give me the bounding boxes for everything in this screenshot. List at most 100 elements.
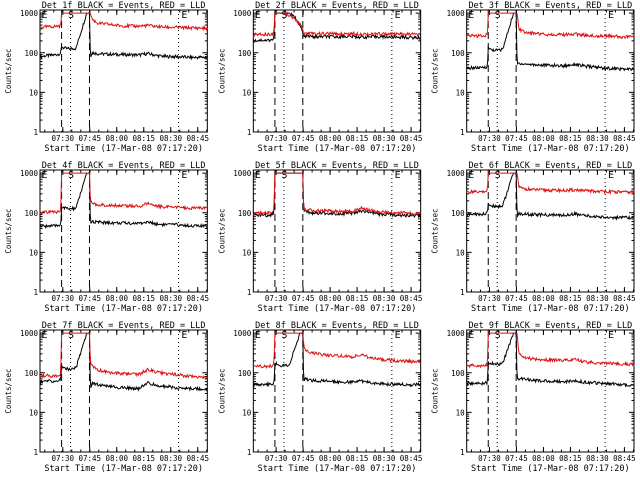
panel-det-3: Det 3f BLACK = Events, RED = LLD 1 10 100 10… [431,1,636,154]
panel-title: Det 9f BLACK = Events, RED = LLD [468,321,632,331]
panel-title: Det 3f BLACK = Events, RED = LLD [468,1,632,11]
y-axis-label: Counts/sec [4,208,13,253]
marker-label-s: S [68,10,74,21]
marker-label-s: S [495,10,501,21]
x-tick-label: 08:00 [319,454,342,463]
plot-frame [39,329,208,453]
y-tick-label: 100 [238,49,252,58]
y-tick-label: 10 [29,248,39,257]
x-tick-label: 08:15 [346,454,369,463]
y-tick-label: 100 [24,209,38,218]
marker-label-s: S [495,330,501,341]
y-axis-label: Counts/sec [4,48,13,93]
x-tick-label: 07:45 [505,294,528,303]
x-axis-label: Start Time (17-Mar-08 07:17:20) [258,464,417,474]
x-tick-label: 08:15 [346,294,369,303]
x-tick-label: 07:45 [292,294,315,303]
plot-frame [252,169,422,293]
y-tick-label: 1000 [447,9,466,18]
panel-det-1: Det 1f BLACK = Events, RED = LLD 1 10 100 10… [4,1,209,154]
marker-label-s: S [281,330,287,341]
x-tick-label: 08:30 [159,134,182,143]
marker-label-e: E [255,170,261,181]
y-tick-label: 10 [242,408,252,417]
x-tick-label: 08:15 [559,294,582,303]
x-tick-label: 08:30 [586,134,609,143]
marker-label-e: E [468,10,474,21]
x-tick-label: 07:45 [292,134,315,143]
panel-det-2: Det 2f BLACK = Events, RED = LLD 1 10 100 10… [217,1,422,154]
x-tick-label: 07:30 [478,294,501,303]
marker-label-e: E [255,330,261,341]
marker-label-e: E [42,330,48,341]
x-tick-label: 07:45 [78,454,101,463]
y-tick-label: 10 [242,88,252,97]
x-tick-label: 08:30 [373,134,396,143]
x-axis-label: Start Time (17-Mar-08 07:17:20) [44,144,203,154]
marker-label-e: E [42,170,48,181]
x-tick-label: 08:15 [132,294,155,303]
x-tick-label: 08:00 [105,134,128,143]
marker-label-e: E [181,330,187,341]
series-line-events [466,12,635,72]
series-line-events [252,332,422,389]
marker-label-e: E [181,170,187,181]
plot-frame [466,169,635,293]
y-tick-label: 100 [238,369,252,378]
y-axis-label: Counts/sec [431,48,440,93]
panel-det-5: Det 5f BLACK = Events, RED = LLD 1 10 100 10… [217,161,422,314]
y-axis-label: Counts/sec [217,48,226,93]
y-tick-label: 100 [24,369,38,378]
x-tick-label: 07:30 [265,294,288,303]
x-axis-label: Start Time (17-Mar-08 07:17:20) [258,304,417,314]
y-tick-label: 1 [33,128,38,137]
y-tick-label: 100 [451,369,465,378]
x-tick-label: 08:45 [400,134,423,143]
x-tick-label: 08:00 [105,294,128,303]
series-line-lld [39,172,208,215]
x-axis-label: Start Time (17-Mar-08 07:17:20) [44,304,203,314]
y-tick-label: 10 [242,248,252,257]
x-tick-label: 07:45 [292,454,315,463]
x-tick-label: 07:30 [52,454,75,463]
x-tick-label: 07:45 [505,454,528,463]
panel-det-9: Det 9f BLACK = Events, RED = LLD 1 10 100 10… [431,321,636,474]
y-tick-label: 100 [238,209,252,218]
x-tick-label: 07:30 [52,294,75,303]
y-tick-label: 1000 [20,169,39,178]
marker-label-e: E [608,330,614,341]
marker-label-e: E [181,10,187,21]
marker-label-s: S [68,170,74,181]
y-tick-label: 1000 [447,329,466,338]
x-tick-label: 07:45 [78,134,101,143]
panel-title: Det 7f BLACK = Events, RED = LLD [42,321,206,331]
panel-det-7: Det 7f BLACK = Events, RED = LLD 1 10 100 10… [4,321,209,474]
marker-label-e: E [468,330,474,341]
y-axis-label: Counts/sec [217,368,226,413]
x-tick-label: 07:30 [265,454,288,463]
x-tick-label: 07:30 [52,134,75,143]
y-tick-label: 1000 [233,329,252,338]
x-tick-label: 07:30 [478,454,501,463]
marker-label-e: E [42,10,48,21]
y-tick-label: 100 [451,49,465,58]
marker-label-e: E [608,10,614,21]
x-tick-label: 08:15 [132,134,155,143]
x-tick-label: 08:45 [186,454,209,463]
panel-det-8: Det 8f BLACK = Events, RED = LLD 1 10 100 10… [217,321,422,474]
plot-frame [39,9,208,133]
y-axis-label: Counts/sec [217,208,226,253]
x-tick-label: 08:30 [159,454,182,463]
marker-label-e: E [395,10,401,21]
y-tick-label: 1000 [233,169,252,178]
x-tick-label: 07:30 [265,134,288,143]
plot-frame [252,9,422,133]
x-tick-label: 07:30 [478,134,501,143]
y-tick-label: 1 [460,288,465,297]
x-tick-label: 08:00 [532,294,555,303]
marker-label-s: S [68,330,74,341]
x-tick-label: 08:15 [559,454,582,463]
y-tick-label: 1 [33,288,38,297]
panel-title: Det 6f BLACK = Events, RED = LLD [468,161,632,171]
